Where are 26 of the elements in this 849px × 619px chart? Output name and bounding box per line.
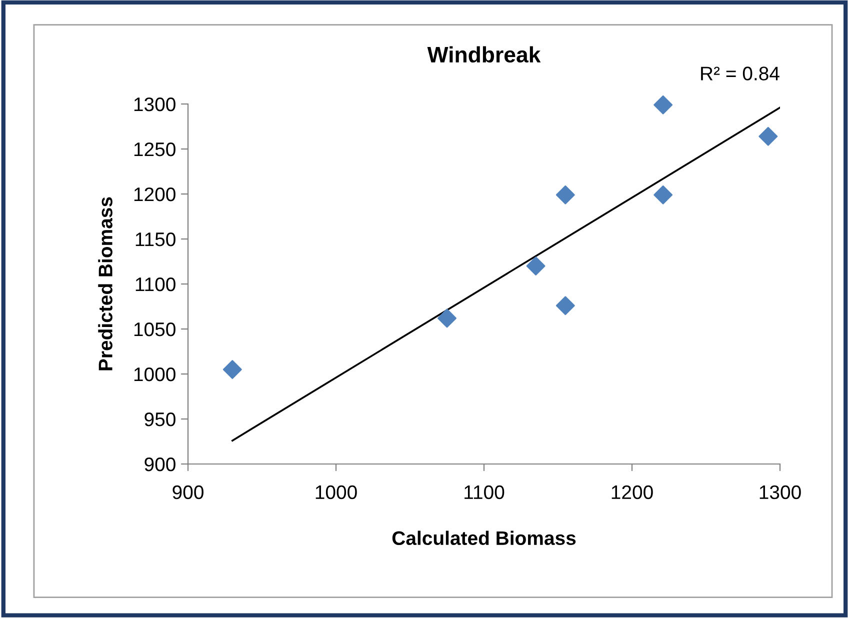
y-tick-label: 900 xyxy=(144,457,176,472)
y-tick-label: 950 xyxy=(144,412,176,426)
point xyxy=(654,95,673,114)
x-axis-title: Calculated Biomass xyxy=(392,530,576,546)
point xyxy=(758,126,778,146)
chart-title: Windbreak xyxy=(427,46,541,63)
y-tick-label: 1100 xyxy=(136,277,176,292)
y-tick-label: 1150 xyxy=(136,232,176,246)
point xyxy=(654,185,673,204)
x-tick-label: 1300 xyxy=(760,485,801,500)
x-tick-label: 1000 xyxy=(316,485,357,500)
point xyxy=(222,360,242,379)
text: R² = 0.84 xyxy=(701,66,780,80)
point xyxy=(438,308,456,328)
point xyxy=(556,185,575,204)
y-tick-label: 1300 xyxy=(134,97,176,112)
x-tick-label: 900 xyxy=(172,485,204,500)
y-tick-label: 1200 xyxy=(134,187,176,202)
point xyxy=(556,296,575,316)
y-tick-label: 1050 xyxy=(134,322,176,336)
y-tick-label: 1000 xyxy=(134,367,176,382)
y-axis-title: Predicted Biomass xyxy=(98,197,112,370)
point xyxy=(526,256,546,276)
x-tick-label: 1200 xyxy=(612,485,653,500)
x-tick-label: 1100 xyxy=(464,485,504,500)
y-tick-label: 1250 xyxy=(134,142,176,156)
